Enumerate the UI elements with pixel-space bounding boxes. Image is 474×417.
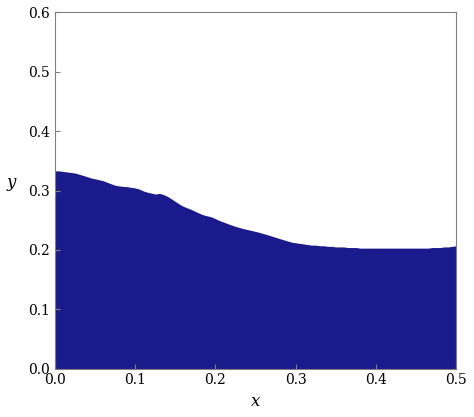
X-axis label: x: x	[251, 393, 260, 410]
Y-axis label: y: y	[7, 173, 16, 191]
